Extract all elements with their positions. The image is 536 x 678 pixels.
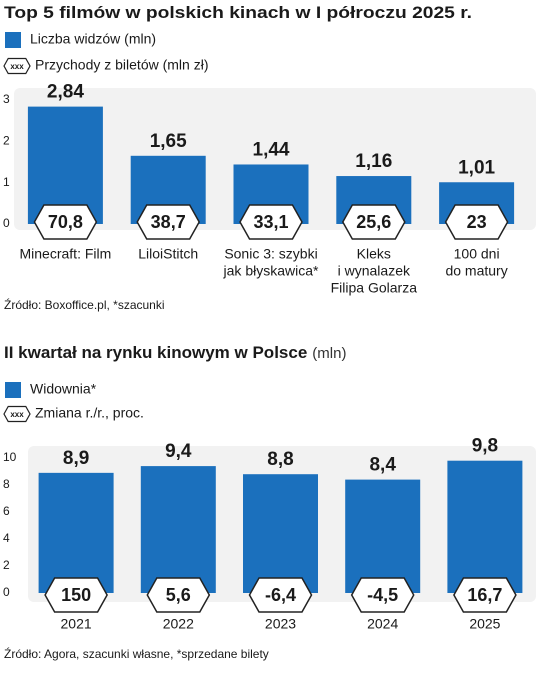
legend-hex	[3, 57, 31, 75]
legend-swatch	[5, 382, 21, 398]
x-tick-label: 100 dni	[454, 246, 500, 262]
x-tick-label: Sonic 3: szybki	[224, 246, 317, 262]
data-label: 8,4	[369, 455, 396, 476]
legend-label: Widownia*	[30, 381, 97, 397]
y-tick-label: 0	[3, 216, 10, 230]
value-badge	[239, 204, 303, 240]
x-tick-label: 2023	[265, 616, 296, 632]
badge-label: 23	[467, 212, 487, 232]
title-text: II kwartał na rynku kinowym w Polsce	[4, 343, 307, 362]
source-note: Źródło: Boxoffice.pl, *szacunki	[4, 297, 165, 312]
badge-label: 150	[61, 585, 91, 605]
legend-label: Przychody z biletów (mln zł)	[35, 57, 209, 73]
legend-hex	[3, 405, 31, 423]
chart-title: Top 5 filmów w polskich kinach w I półro…	[4, 3, 472, 22]
x-tick-label: LiloiStitch	[138, 246, 198, 262]
y-tick-label: 8	[3, 477, 10, 491]
badge-label: -6,4	[265, 585, 296, 605]
badge-label: 70,8	[48, 212, 83, 232]
badge-label: 16,7	[467, 585, 502, 605]
legend-label: Zmiana r./r., proc.	[35, 405, 144, 421]
value-badge	[146, 577, 211, 613]
value-badge	[248, 577, 313, 613]
bar	[38, 472, 114, 593]
badge-label: 33,1	[253, 212, 288, 232]
data-label: 1,16	[355, 151, 392, 172]
chart-title: II kwartał na rynku kinowym w Polsce (mln…	[4, 343, 346, 362]
x-tick-label: Minecraft: Film	[20, 246, 112, 262]
legend-label: Liczba widzów (mln)	[30, 31, 156, 47]
x-tick-label: 2021	[61, 616, 92, 632]
data-label: 2,84	[47, 82, 84, 103]
badge-label: 25,6	[356, 212, 391, 232]
value-badge	[136, 204, 201, 240]
y-tick-label: 2	[3, 558, 10, 572]
value-badge	[44, 577, 108, 613]
data-label: 1,44	[253, 139, 290, 160]
x-tick-label: Kleks	[357, 246, 391, 262]
value-badge	[453, 577, 517, 613]
legend-hex-text: xxx	[10, 410, 24, 419]
value-badge	[444, 204, 509, 240]
title-unit: (mln)	[312, 345, 346, 362]
y-tick-label: 3	[3, 92, 10, 106]
y-tick-label: 6	[3, 504, 10, 518]
legend-swatch	[5, 32, 21, 48]
bar	[447, 460, 523, 593]
bar	[140, 466, 216, 593]
x-tick-label: 2024	[367, 616, 398, 632]
x-tick-label: i wynalazek	[338, 263, 411, 279]
badge-label: 5,6	[166, 585, 191, 605]
data-label: 9,8	[472, 436, 498, 457]
y-tick-label: 1	[3, 175, 10, 189]
value-badge	[350, 577, 415, 613]
data-label: 9,4	[165, 441, 192, 462]
badge-label: 38,7	[151, 212, 186, 232]
x-tick-label: 2025	[469, 616, 500, 632]
data-label: 8,8	[267, 449, 293, 470]
data-label: 8,9	[63, 448, 89, 469]
y-tick-label: 2	[3, 134, 10, 148]
y-tick-label: 0	[3, 585, 10, 599]
legend-hex-text: xxx	[10, 62, 24, 71]
badge-label: -4,5	[367, 585, 398, 605]
data-label: 1,01	[458, 157, 495, 178]
data-label: 1,65	[150, 131, 187, 152]
x-tick-label: Filipa Golarza	[331, 280, 418, 296]
x-tick-label: jak błyskawica*	[223, 263, 319, 279]
source-note: Źródło: Agora, szacunki własne, *sprzeda…	[4, 646, 269, 661]
value-badge	[341, 204, 406, 240]
y-tick-label: 4	[3, 531, 10, 545]
value-badge	[33, 204, 98, 240]
bar	[243, 474, 318, 593]
title-text: Top 5 filmów w polskich kinach w I półro…	[4, 3, 472, 22]
x-tick-label: do matury	[445, 263, 507, 279]
y-tick-label: 10	[3, 450, 17, 464]
bar	[345, 479, 421, 593]
x-tick-label: 2022	[163, 616, 194, 632]
